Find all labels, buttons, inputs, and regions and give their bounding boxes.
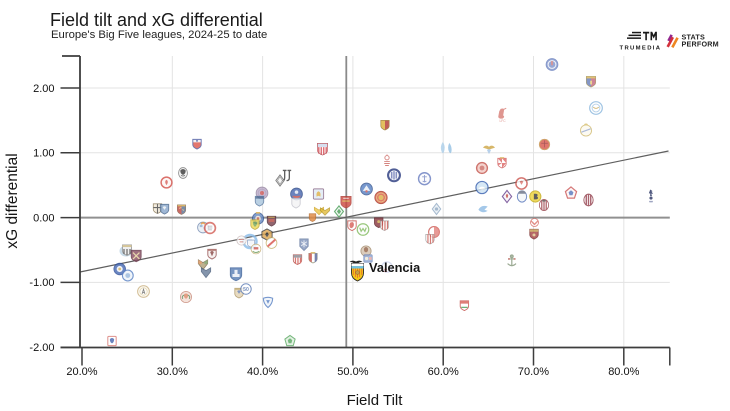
svg-text:1.00: 1.00 (33, 148, 54, 160)
svg-text:Field Tilt: Field Tilt (347, 392, 404, 409)
svg-text:TRUMEDIA: TRUMEDIA (620, 45, 662, 51)
svg-text:30.0%: 30.0% (157, 366, 188, 378)
svg-text:60.0%: 60.0% (428, 366, 459, 378)
svg-text:80.0%: 80.0% (608, 366, 639, 378)
svg-text:LFC: LFC (499, 119, 506, 123)
svg-text:70.0%: 70.0% (518, 366, 549, 378)
svg-text:50.0%: 50.0% (337, 366, 368, 378)
svg-text:40.0%: 40.0% (247, 366, 278, 378)
svg-text:50: 50 (243, 287, 249, 293)
svg-text:Valencia: Valencia (369, 260, 421, 275)
svg-text:-1.00: -1.00 (29, 277, 54, 289)
svg-text:0.00: 0.00 (33, 212, 54, 224)
svg-text:xG differential: xG differential (4, 153, 21, 248)
svg-text:20.0%: 20.0% (66, 366, 97, 378)
svg-text:2.00: 2.00 (33, 83, 54, 95)
svg-text:PERFORM: PERFORM (682, 39, 719, 48)
svg-text:-2.00: -2.00 (29, 342, 54, 354)
svg-text:STATS: STATS (682, 33, 706, 42)
